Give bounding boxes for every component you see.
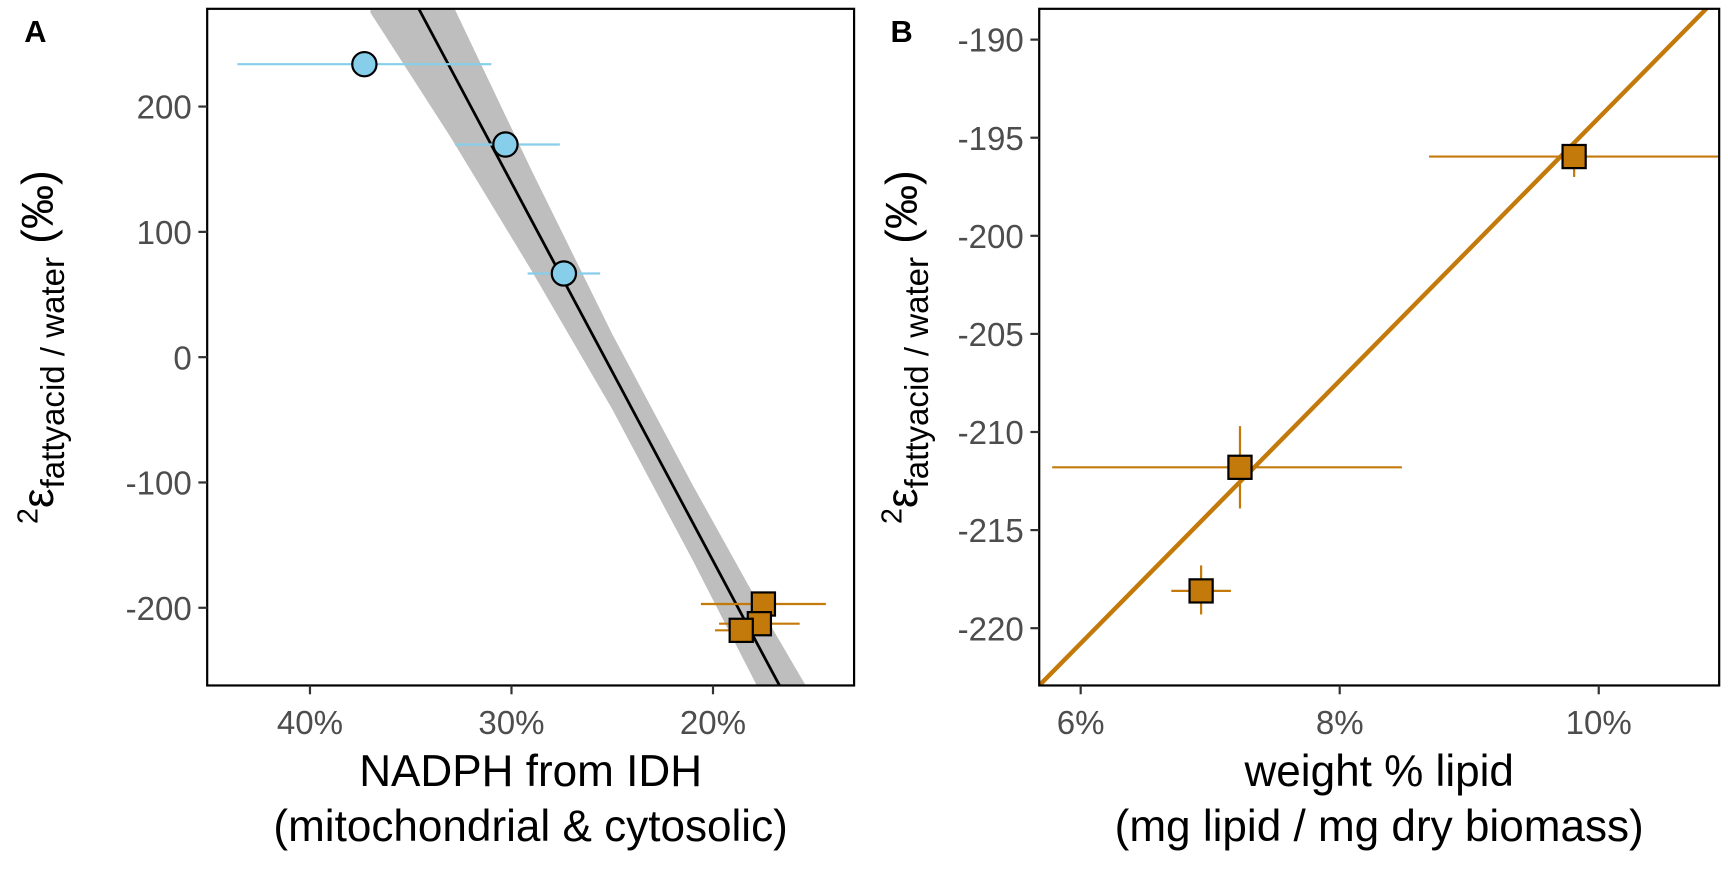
y-tick-label: -190 bbox=[958, 23, 1024, 60]
y-title-sup: 2 bbox=[12, 508, 44, 524]
y-title-sub: fattyacid / water bbox=[35, 257, 72, 488]
y-tick-label: 200 bbox=[137, 90, 192, 127]
point bbox=[1561, 143, 1587, 170]
panel: A 40% 30% 20% 200 100 0 -100 -200 NADPH from IDH (… bbox=[12, 7, 856, 851]
point bbox=[1188, 578, 1214, 604]
y-title-symbol: ε bbox=[878, 488, 927, 508]
y-tick-label: -205 bbox=[958, 317, 1024, 354]
y-axis-title: 2εfattyacid / water (‰) bbox=[876, 170, 935, 524]
x-tick-label: 20% bbox=[680, 705, 746, 742]
y-title-unit: (‰) bbox=[878, 170, 927, 243]
y-tick-label: -215 bbox=[958, 513, 1024, 550]
confidence-band bbox=[370, 8, 806, 686]
point bbox=[1227, 454, 1253, 480]
y-tick-label: -100 bbox=[126, 466, 192, 503]
y-title-sup: 2 bbox=[876, 508, 908, 524]
x-tick-label: 40% bbox=[277, 705, 343, 742]
y-title-symbol: ε bbox=[14, 488, 63, 508]
point bbox=[728, 617, 754, 644]
x-tick-label: 30% bbox=[478, 705, 544, 742]
plot-border bbox=[1038, 7, 1721, 687]
y-tick-label: 0 bbox=[173, 340, 191, 377]
point bbox=[351, 50, 378, 78]
point bbox=[492, 131, 519, 158]
y-tick-label: 100 bbox=[137, 215, 192, 252]
x-axis-title: weight % lipid bbox=[1243, 747, 1514, 796]
y-axis-title: 2εfattyacid / water (‰) bbox=[12, 170, 71, 524]
fit-line bbox=[1039, 8, 1708, 686]
y-title-unit: (‰) bbox=[14, 170, 63, 243]
y-tick-label: -210 bbox=[958, 415, 1024, 452]
y-tick-label: -200 bbox=[126, 591, 192, 628]
y-tick-label: -220 bbox=[958, 611, 1024, 648]
plot-border bbox=[206, 7, 856, 687]
x-tick-label: 8% bbox=[1316, 705, 1364, 742]
y-tick-label: -195 bbox=[958, 121, 1024, 158]
point bbox=[550, 260, 578, 287]
x-axis-title: NADPH from IDH bbox=[359, 747, 702, 796]
fit-line bbox=[417, 8, 782, 686]
y-tick-label: -200 bbox=[958, 219, 1024, 256]
x-tick-label: 6% bbox=[1057, 705, 1105, 742]
panel-label: B bbox=[890, 14, 912, 49]
x-axis-title: (mitochondrial & cytosolic) bbox=[273, 802, 787, 851]
plot bbox=[237, 8, 826, 686]
panel: B 6% 8% 10% -190 -195 -200 -205 -210 -215 -220 weig… bbox=[876, 7, 1721, 851]
plot bbox=[1039, 8, 1720, 686]
y-title-sub: fattyacid / water bbox=[899, 257, 936, 488]
x-tick-label: 10% bbox=[1566, 705, 1632, 742]
panel-label: A bbox=[24, 14, 46, 49]
x-axis-title: (mg lipid / mg dry biomass) bbox=[1115, 802, 1644, 851]
